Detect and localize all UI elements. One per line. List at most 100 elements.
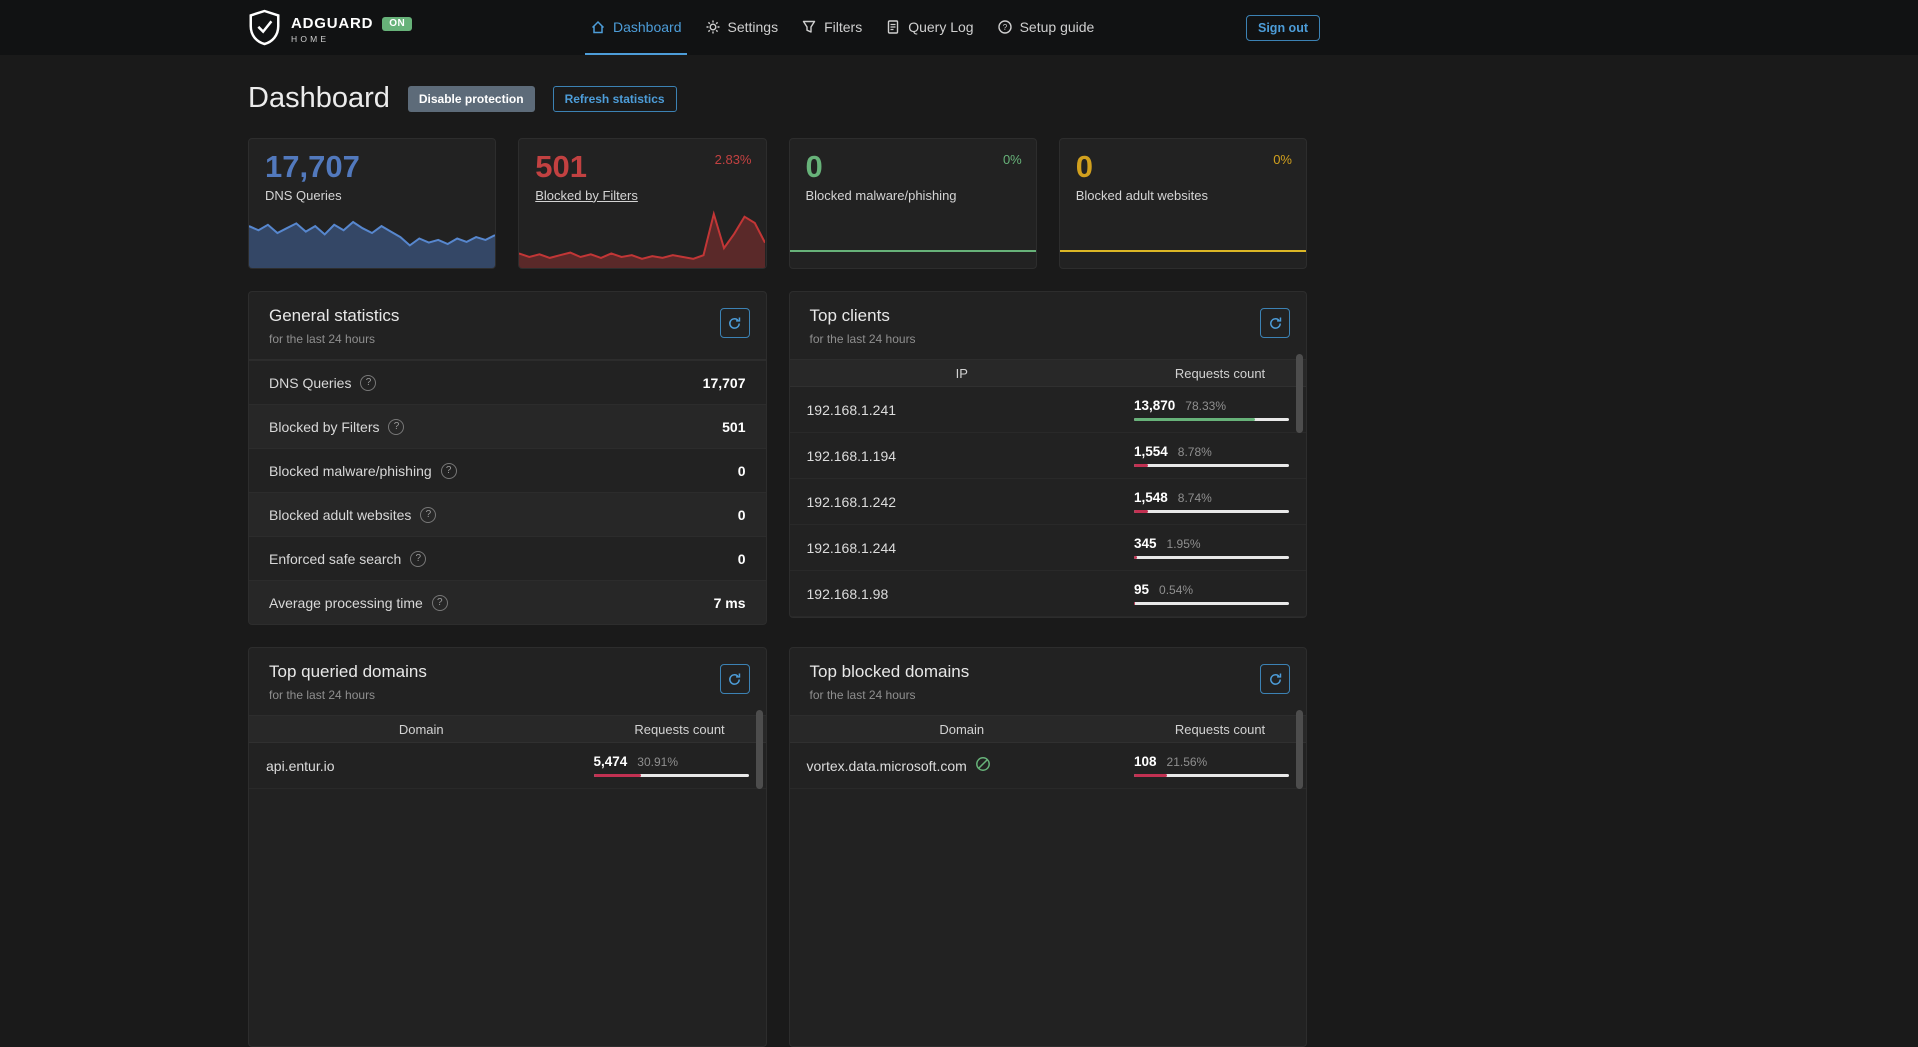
table-header: IP Requests count	[789, 360, 1306, 387]
panel-title: Top clients	[809, 306, 890, 325]
top-blocked-domains-panel: Top blocked domains for the last 24 hour…	[788, 647, 1307, 1047]
client-requests: 345 1.95%	[1134, 536, 1306, 559]
blocked-filters-link[interactable]: Blocked by Filters	[535, 187, 638, 203]
blocked-malware-sparkline	[789, 240, 1036, 252]
progress-bar	[1134, 774, 1289, 777]
gear-icon	[705, 19, 721, 35]
scrollbar-thumb[interactable]	[1296, 354, 1303, 433]
nav-label: Setup guide	[1019, 18, 1095, 35]
adguard-logo[interactable]: ADGUARD ON HOME	[248, 9, 413, 51]
stat-value: 0	[737, 506, 746, 523]
domain-row: api.entur.io 5,474 30.91%	[249, 743, 766, 789]
progress-bar	[1134, 464, 1289, 467]
blocked-malware-count: 0	[805, 149, 823, 184]
nav-setup-guide[interactable]: ? Setup guide	[992, 0, 1100, 55]
client-requests: 1,554 8.78%	[1134, 444, 1306, 467]
column-requests-count: Requests count	[1174, 365, 1266, 381]
stat-label: DNS Queries	[269, 374, 352, 391]
brand-subtitle: HOME	[291, 34, 330, 45]
panel-subtitle: for the last 24 hours	[269, 332, 376, 346]
blocked-by-filters-card: 2.83% 501 Blocked by Filters	[518, 138, 767, 269]
client-ip[interactable]: 192.168.1.242	[806, 493, 897, 510]
refresh-button[interactable]	[719, 664, 750, 694]
scrollbar-thumb[interactable]	[1296, 710, 1303, 789]
stat-label: Blocked malware/phishing	[269, 462, 432, 479]
help-icon[interactable]	[431, 594, 448, 611]
domain-requests: 5,474 30.91%	[593, 754, 766, 777]
column-requests-count: Requests count	[634, 721, 725, 737]
domain-requests: 108 21.56%	[1134, 754, 1306, 777]
request-percent: 8.74%	[1177, 491, 1212, 505]
help-circle-icon: ?	[997, 19, 1013, 35]
client-ip[interactable]: 192.168.1.241	[806, 401, 897, 418]
blocked-adult-count: 0	[1075, 149, 1093, 184]
request-percent: 78.33%	[1185, 399, 1226, 413]
panel-header: General statistics for the last 24 hours	[249, 292, 766, 360]
help-icon[interactable]	[388, 418, 405, 435]
blocked-malware-percent: 0%	[1002, 152, 1022, 167]
refresh-button[interactable]	[1260, 664, 1290, 694]
funnel-icon	[801, 19, 817, 35]
page-title: Dashboard	[248, 82, 390, 114]
nav-label: Settings	[727, 18, 779, 35]
stat-value: 0	[737, 462, 746, 479]
progress-bar-fill	[1134, 556, 1138, 559]
progress-bar	[1134, 418, 1289, 421]
request-count: 5,474	[593, 754, 628, 769]
nav-label: Dashboard	[613, 18, 682, 35]
client-row: 192.168.1.98 95 0.54%	[789, 571, 1306, 617]
help-icon[interactable]	[410, 550, 427, 567]
top-queried-domains-list: api.entur.io 5,474 30.91%	[249, 743, 766, 789]
client-ip[interactable]: 192.168.1.244	[806, 539, 897, 556]
disable-protection-button[interactable]: Disable protection	[407, 85, 535, 112]
page-title-row: Dashboard Disable protection Refresh sta…	[248, 82, 1307, 115]
dns-queries-label: DNS Queries	[265, 187, 342, 203]
bottom-panels-row: Top queried domains for the last 24 hour…	[248, 647, 1307, 1047]
sign-out-button[interactable]: Sign out	[1246, 15, 1320, 41]
refresh-statistics-button[interactable]: Refresh statistics	[552, 85, 677, 112]
client-ip[interactable]: 192.168.1.194	[806, 447, 897, 464]
help-icon[interactable]	[440, 462, 457, 479]
stat-row: Blocked malware/phishing 0	[249, 448, 766, 492]
progress-bar-fill	[1134, 418, 1256, 421]
progress-bar-fill	[1134, 464, 1148, 467]
progress-bar	[1134, 556, 1289, 559]
nav-settings[interactable]: Settings	[700, 0, 784, 55]
request-percent: 30.91%	[637, 755, 678, 769]
stat-value: 501	[722, 418, 746, 435]
home-icon	[590, 19, 606, 35]
help-icon[interactable]	[360, 374, 377, 391]
nav-dashboard[interactable]: Dashboard	[585, 0, 687, 55]
domain-name[interactable]: vortex.data.microsoft.com	[806, 757, 967, 774]
stat-label: Blocked by Filters	[269, 418, 380, 435]
progress-bar-fill	[593, 774, 642, 777]
refresh-button[interactable]	[1260, 308, 1290, 338]
panel-header: Top queried domains for the last 24 hour…	[249, 648, 766, 716]
svg-text:?: ?	[1002, 23, 1007, 32]
nav-filters[interactable]: Filters	[796, 0, 867, 55]
client-ip[interactable]: 192.168.1.98	[806, 585, 889, 602]
help-icon[interactable]	[420, 506, 437, 523]
dns-queries-card: 17,707 DNS Queries	[248, 138, 497, 269]
refresh-button[interactable]	[719, 308, 750, 338]
stat-label: Average processing time	[269, 594, 423, 611]
scrollbar-thumb[interactable]	[755, 710, 763, 789]
request-count: 108	[1134, 754, 1157, 769]
protection-status-badge: ON	[382, 16, 413, 31]
stat-value: 17,707	[702, 374, 746, 391]
panel-title: Top queried domains	[269, 662, 427, 681]
client-requests: 95 0.54%	[1134, 582, 1306, 605]
shield-logo-icon	[248, 9, 281, 51]
progress-bar	[1134, 602, 1289, 605]
stat-value: 7 ms	[713, 594, 746, 611]
stat-cards-row: 17,707 DNS Queries 2.83% 501 Blocked by …	[248, 138, 1307, 269]
table-header: Domain Requests count	[249, 716, 766, 743]
dns-queries-sparkline	[249, 218, 496, 268]
document-icon	[885, 19, 901, 35]
blocked-adult-percent: 0%	[1273, 152, 1292, 167]
domain-name[interactable]: api.entur.io	[266, 757, 335, 774]
panel-header: Top clients for the last 24 hours	[789, 292, 1306, 360]
blocked-adult-card: 0% 0 Blocked adult websites	[1058, 138, 1307, 269]
nav-query-log[interactable]: Query Log	[880, 0, 978, 55]
request-percent: 21.56%	[1166, 755, 1208, 769]
